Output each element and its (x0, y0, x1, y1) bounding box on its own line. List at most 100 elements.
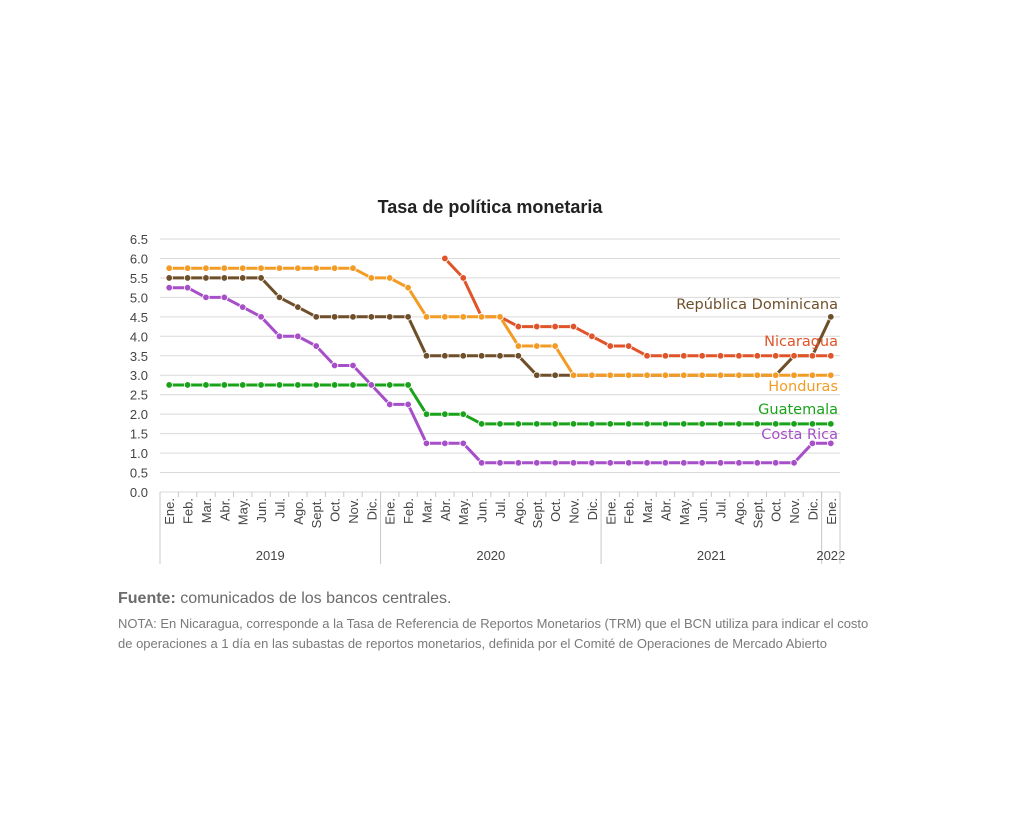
x-tick-label: Oct. (548, 498, 563, 522)
data-point (624, 420, 633, 428)
year-label: 2021 (697, 548, 726, 563)
data-point (404, 313, 412, 321)
data-point (680, 459, 688, 467)
x-tick-label: Jul. (272, 498, 287, 518)
data-point (257, 313, 265, 321)
data-point (459, 410, 467, 418)
data-point (533, 322, 541, 331)
x-tick-label: Mar. (199, 498, 214, 523)
grid (160, 238, 840, 493)
source-text: comunicados de los bancos centrales. (175, 590, 452, 607)
x-tick-label: Jul. (493, 498, 508, 518)
data-point (771, 459, 780, 467)
x-tick-label: Abr. (438, 498, 453, 521)
data-point (514, 459, 523, 467)
series-line (443, 257, 833, 358)
data-point (477, 313, 486, 321)
y-axis: 0.0 0.5 1.0 1.5 2.0 2.5 3.0 3.5 4.0 4.5 5.0 5.5 6.0 6… (130, 232, 148, 500)
x-tick-label: Sept. (750, 498, 765, 528)
data-point (275, 264, 284, 272)
data-point (827, 352, 835, 360)
data-point (790, 420, 798, 428)
data-point (404, 400, 412, 409)
data-point (367, 381, 376, 389)
data-point (588, 459, 596, 467)
data-point (606, 459, 614, 467)
data-point (202, 293, 210, 302)
data-point (386, 381, 394, 389)
data-point (661, 352, 670, 360)
x-tick-label: Ene. (603, 498, 618, 525)
data-point (643, 371, 651, 379)
series-group (441, 254, 835, 360)
data-point (257, 264, 265, 272)
y-tick-label: 2.5 (130, 388, 148, 403)
data-point (349, 381, 357, 389)
series-group (165, 274, 835, 379)
data-point (349, 264, 357, 272)
x-tick-label: Ene. (162, 498, 177, 525)
data-point (533, 420, 541, 428)
year-label: 2019 (256, 548, 285, 563)
data-point (606, 371, 614, 379)
x-tick-label: Nov. (346, 498, 361, 524)
data-point (441, 352, 449, 360)
data-point (661, 459, 670, 467)
data-point (330, 381, 339, 389)
data-point (386, 313, 394, 321)
data-point (588, 332, 596, 341)
x-tick-label: May. (456, 498, 471, 525)
data-point (386, 274, 394, 282)
x-tick-label: Dic. (364, 498, 379, 520)
y-tick-label: 5.5 (130, 271, 148, 286)
data-point (386, 400, 394, 409)
series-group (165, 381, 835, 428)
data-point (735, 371, 743, 379)
data-point (312, 264, 320, 272)
x-tick-label: Nov. (567, 498, 582, 524)
data-point (330, 313, 339, 321)
data-point (827, 371, 835, 379)
data-point (294, 332, 302, 341)
data-point (441, 254, 449, 263)
x-tick-label: May. (677, 498, 692, 525)
x-tick-label: Abr. (217, 498, 232, 521)
data-point (165, 283, 173, 292)
x-tick-label: Ene. (824, 498, 839, 525)
data-point (808, 439, 817, 448)
data-point (753, 420, 761, 428)
data-point (441, 313, 449, 321)
data-point (496, 459, 504, 467)
x-tick-label: Ago. (511, 498, 526, 525)
data-point (680, 371, 688, 379)
data-point (220, 381, 229, 389)
data-point (661, 420, 670, 428)
data-point (202, 264, 210, 272)
data-point (459, 439, 467, 448)
data-point (753, 352, 761, 360)
x-tick-label: Mar. (419, 498, 434, 523)
data-point (220, 264, 229, 272)
data-point (477, 459, 486, 467)
data-point (441, 439, 449, 448)
data-point (441, 410, 449, 418)
series-line (167, 383, 833, 426)
source-line: Fuente: comunicados de los bancos centra… (118, 590, 878, 608)
data-point (514, 342, 523, 350)
data-point (202, 274, 210, 282)
data-point (569, 420, 578, 428)
data-point (367, 274, 376, 282)
data-point (294, 303, 302, 311)
data-point (588, 371, 596, 379)
data-point (698, 371, 706, 379)
y-tick-label: 0.0 (130, 485, 148, 500)
x-tick-label: Sept. (309, 498, 324, 528)
data-point (275, 381, 284, 389)
data-point (808, 420, 817, 428)
data-point (165, 274, 173, 282)
source-label: Fuente: (118, 590, 176, 607)
data-point (551, 420, 559, 428)
x-tick-label: Dic. (585, 498, 600, 520)
x-tick-label: Mar. (640, 498, 655, 523)
